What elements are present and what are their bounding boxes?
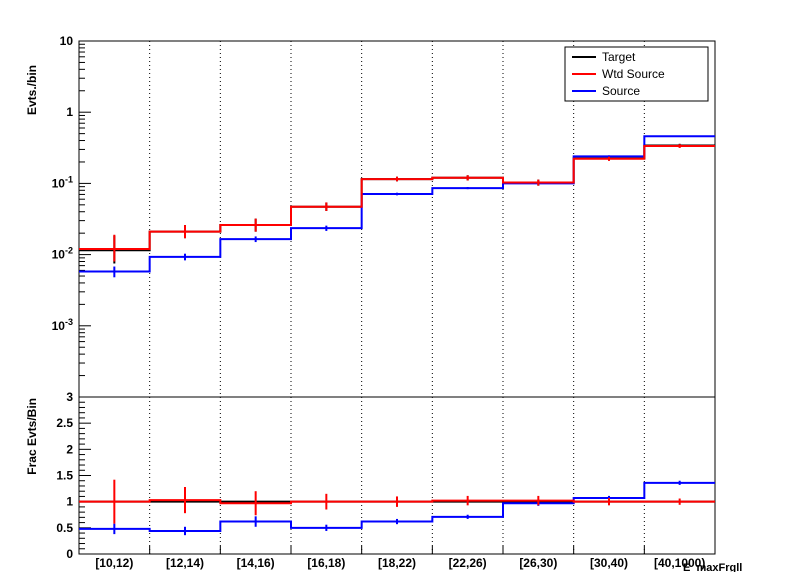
y-tick-label-top: 10-1	[52, 174, 73, 190]
x-tick-label: [12,14)	[166, 556, 204, 570]
y-tick-label-top: 1	[66, 105, 73, 119]
y-tick-label-bottom: 0	[66, 547, 73, 561]
x-tick-label: [30,40)	[590, 556, 628, 570]
y-axis-title-top: Evts./bin	[25, 65, 39, 115]
x-axis-title: E_maxFrgll	[683, 562, 742, 572]
y-tick-exponent: -1	[65, 174, 73, 184]
legend-label: Target	[602, 50, 636, 64]
y-tick-label-top: 10-2	[52, 246, 73, 262]
top-wtd-source-histogram	[79, 145, 715, 250]
y-axis-title-bottom: Frac Evts/Bin	[25, 398, 39, 475]
ratio-panel: 0 0.5 1 1.5 2 2.5 3 Frac Evts/Bin [10,12) [12,14)…	[25, 390, 742, 574]
y-tick-label-top: 10	[60, 34, 74, 48]
x-tick-label: [26,30)	[519, 556, 557, 570]
y-tick-label-bottom: 2.5	[56, 416, 73, 430]
y-tick-base: 10	[52, 176, 66, 190]
top-source-histogram	[79, 135, 715, 273]
y-tick-label-top: 10-3	[52, 317, 73, 333]
ratio-wtd-source-histogram	[79, 499, 715, 505]
y-tick-exponent: -3	[65, 317, 73, 327]
y-tick-label-bottom: 1	[66, 495, 73, 509]
x-tick-label: [40,1000)	[654, 556, 705, 570]
y-tick-label-bottom: 3	[66, 390, 73, 404]
y-tick-exponent: -2	[65, 246, 73, 256]
y-tick-base: 10	[52, 248, 66, 262]
y-tick-label-bottom: 0.5	[56, 521, 73, 535]
x-tick-label: [14,16)	[237, 556, 275, 570]
x-tick-label: [18,22)	[378, 556, 416, 570]
legend-label: Source	[602, 84, 640, 98]
x-tick-label: [16,18)	[307, 556, 345, 570]
top-target-histogram	[79, 144, 715, 252]
y-tick-label-bottom: 1.5	[56, 469, 73, 483]
y-tick-label-bottom: 2	[66, 442, 73, 456]
legend: Target Wtd Source Source	[564, 46, 709, 102]
y-tick-base: 10	[52, 319, 66, 333]
x-tick-label: [22,26)	[449, 556, 487, 570]
legend-label: Wtd Source	[602, 67, 665, 81]
x-tick-label: [10,12)	[95, 556, 133, 570]
